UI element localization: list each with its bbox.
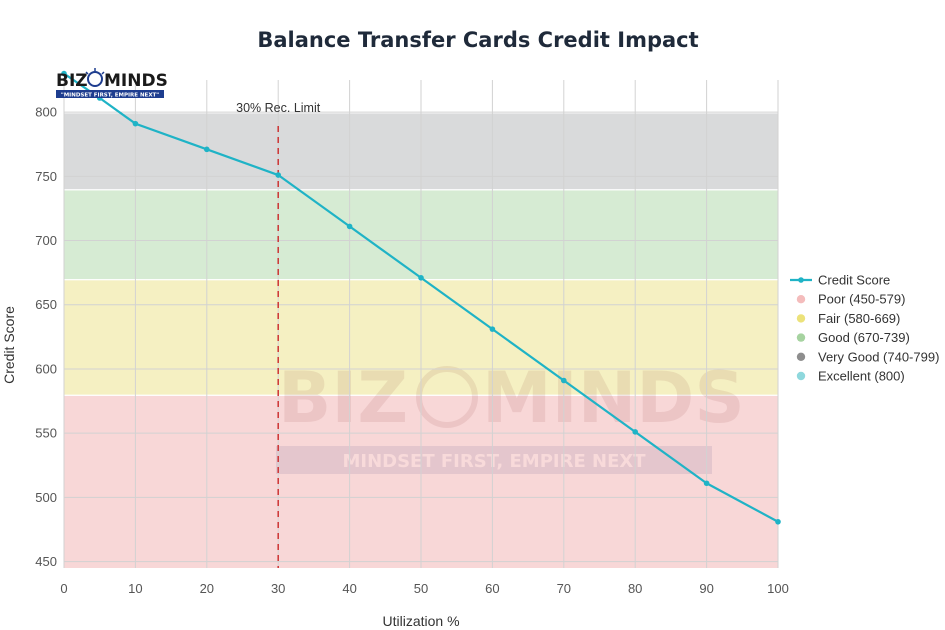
x-tick-label: 90 — [699, 581, 713, 596]
y-tick-labels: 450 500 550 600 650 700 750 800 — [35, 105, 57, 569]
x-tick-label: 60 — [485, 581, 499, 596]
grid — [63, 80, 779, 568]
data-point — [204, 146, 210, 153]
series-line — [63, 72, 779, 523]
data-point — [561, 377, 567, 384]
legend-swatch-fair — [796, 314, 806, 323]
x-tick-label: 0 — [60, 581, 67, 596]
x-tick-label: 30 — [271, 581, 285, 596]
data-point — [346, 223, 353, 230]
x-tick-label: 50 — [414, 581, 428, 596]
x-tick-label: 10 — [128, 581, 142, 596]
watermark-tagline: MINDSET FIRST, EMPIRE NEXT — [342, 451, 646, 472]
brand-bulb-icon — [87, 71, 103, 87]
x-tick-label: 80 — [628, 581, 642, 596]
legend-marker-credit-score — [798, 277, 804, 283]
legend: Credit Score Poor (450-579) Fair (580-669)… — [790, 273, 939, 384]
legend-label-fair: Fair (580-669) — [818, 311, 900, 326]
data-point — [703, 480, 710, 487]
y-tick-label: 700 — [35, 233, 57, 248]
annotations: 30% Rec. Limit — [236, 101, 321, 568]
legend-label-good: Good (670-739) — [818, 330, 910, 345]
y-tick-label: 550 — [35, 426, 57, 441]
brand-logo: BIZ MINDS "MINDSET FIRST, EMPIRE NEXT" — [56, 68, 168, 99]
watermark-tagline-bar — [276, 446, 712, 474]
data-point — [275, 172, 282, 178]
x-tick-label: 20 — [200, 581, 214, 596]
x-tick-labels: 0 10 20 30 40 50 60 70 80 90 100 — [60, 581, 788, 596]
legend-label-poor: Poor (450-579) — [818, 292, 905, 307]
legend-label-excellent: Excellent (800) — [818, 369, 905, 384]
watermark-logo: BIZ MINDS MINDSET FIRST, EMPIRE NEXT — [276, 357, 745, 474]
y-axis-label: Credit Score — [1, 306, 17, 384]
brand-tagline-bar — [56, 90, 164, 98]
brand-tagline: "MINDSET FIRST, EMPIRE NEXT" — [61, 93, 159, 99]
data-point — [132, 120, 139, 127]
legend-swatch-good — [796, 333, 806, 342]
recommended-limit-label: 30% Rec. Limit — [236, 101, 321, 115]
data-point — [775, 518, 781, 525]
data-point — [61, 70, 67, 77]
y-tick-label: 800 — [35, 105, 57, 120]
legend-swatch-excellent — [796, 371, 806, 381]
data-point — [489, 326, 496, 332]
brand-name-right: MINDS — [104, 71, 168, 91]
y-tick-label: 450 — [35, 554, 57, 569]
x-axis-label: Utilization % — [382, 613, 459, 629]
legend-swatch-very-good — [796, 352, 806, 361]
data-point — [418, 274, 424, 281]
x-tick-label: 70 — [557, 581, 571, 596]
legend-label-credit-score: Credit Score — [818, 273, 890, 288]
x-tick-label: 100 — [767, 581, 789, 596]
watermark-text-right: MINDS — [482, 357, 745, 439]
brand-name-left: BIZ — [56, 71, 88, 91]
y-tick-label: 600 — [35, 361, 57, 376]
legend-label-very-good: Very Good (740-799) — [818, 349, 939, 364]
legend-swatch-poor — [796, 295, 806, 304]
y-tick-label: 650 — [35, 297, 57, 312]
x-tick-label: 40 — [342, 581, 356, 596]
data-point — [632, 429, 638, 435]
y-tick-label: 750 — [35, 169, 57, 184]
watermark-text-left: BIZ — [278, 357, 408, 439]
y-tick-label: 500 — [35, 490, 57, 505]
chart-title: Balance Transfer Cards Credit Impact — [257, 28, 698, 52]
